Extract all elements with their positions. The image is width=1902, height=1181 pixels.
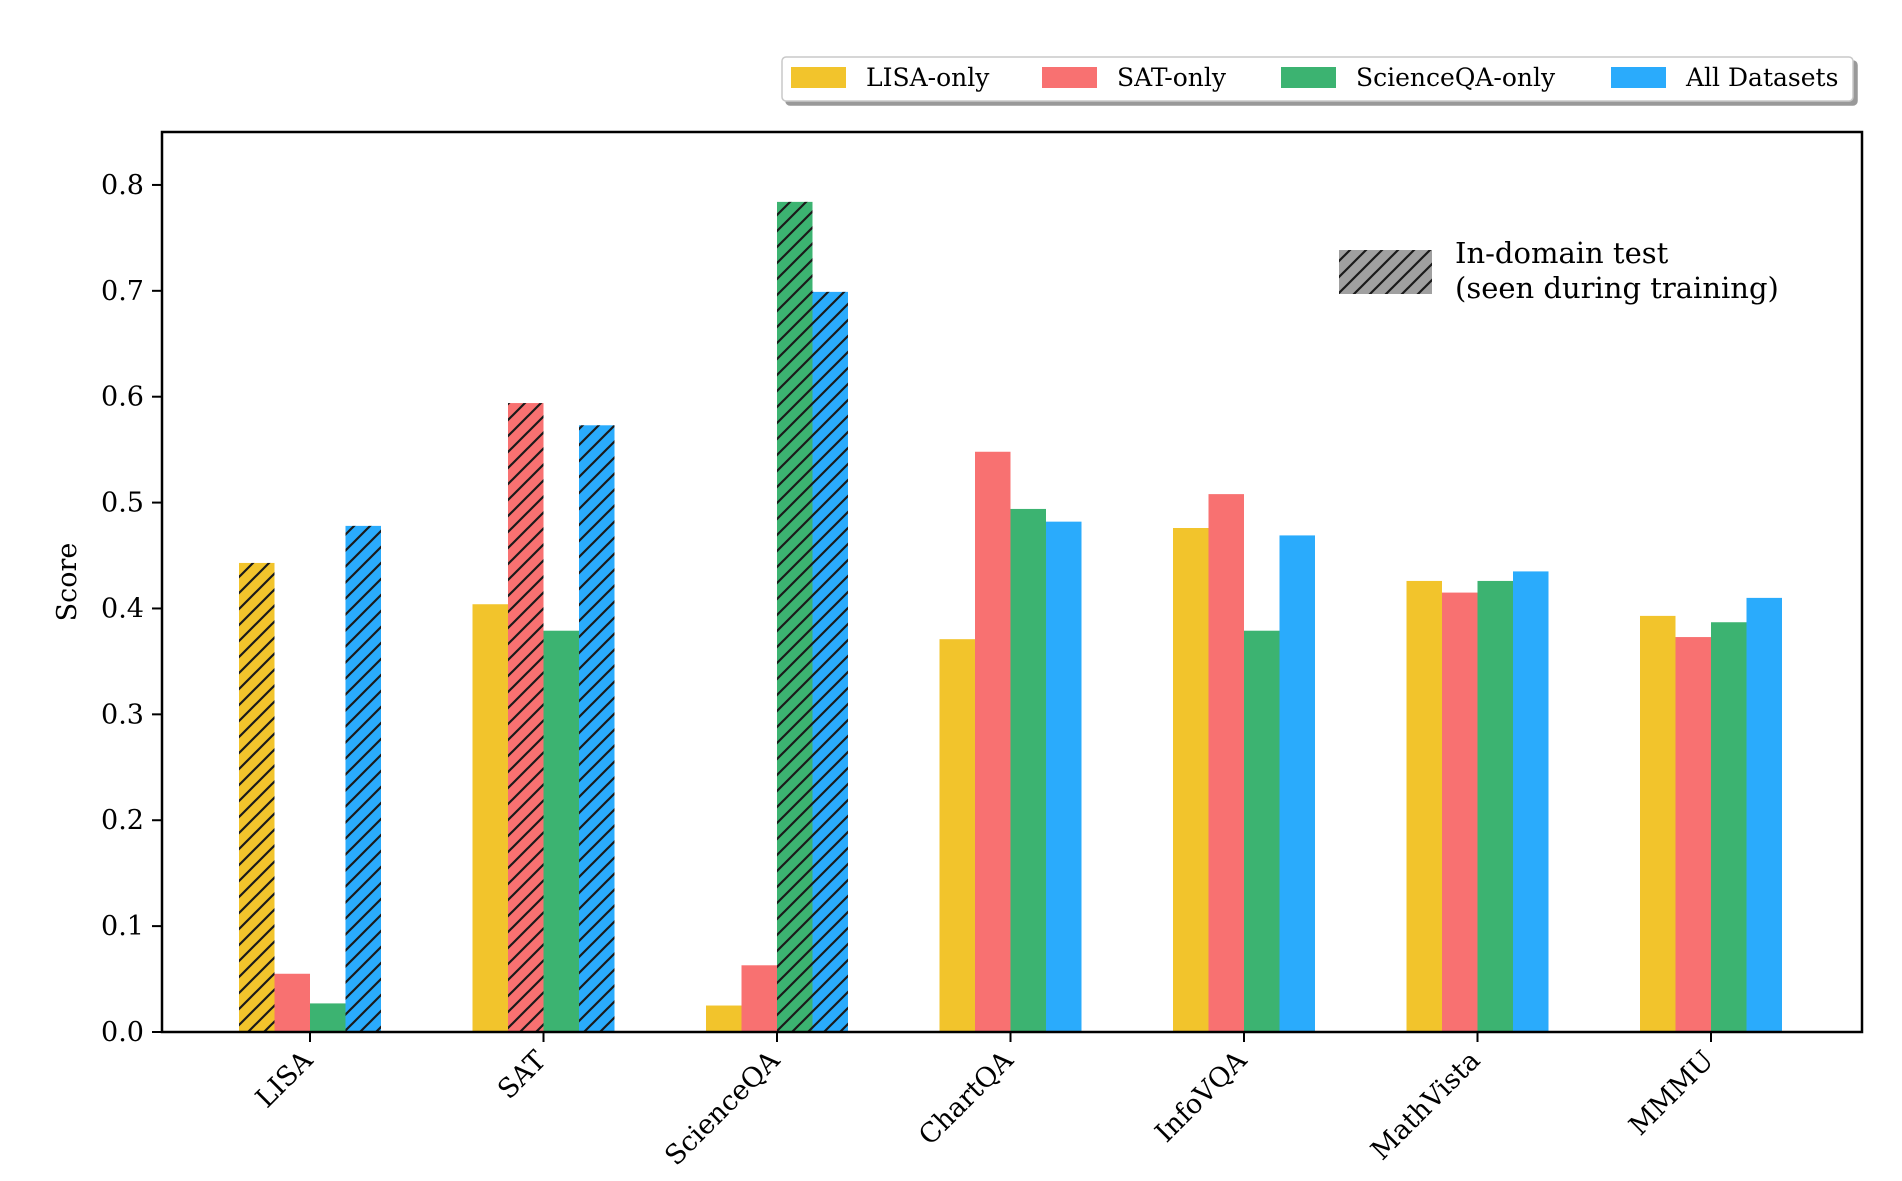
y-tick-label: 0.4	[101, 593, 144, 624]
legend-label-sat-only: SAT-only	[1117, 63, 1227, 92]
x-tick-label-sat: SAT	[492, 1045, 552, 1105]
bar-lisa-only-chartqa	[939, 639, 975, 1032]
bar-lisa-only-mathvista	[1406, 580, 1442, 1032]
legend-label-scienceqa-only: ScienceQA-only	[1356, 63, 1556, 92]
bar-lisa-only-sat	[472, 604, 508, 1032]
y-tick-label: 0.1	[101, 911, 144, 942]
legend-label-all-datasets: All Datasets	[1685, 63, 1838, 92]
bar-scienceqa-only-chartqa	[1010, 508, 1046, 1032]
legend-swatch-lisa-only	[791, 67, 846, 88]
x-tick-label-mathvista: MathVista	[1365, 1045, 1486, 1166]
y-axis: 0.0 0.1 0.2 0.3 0.4 0.5 0.6 0.7 0.8	[101, 170, 162, 1048]
x-axis: LISA SAT ScienceQA ChartQA InfoVQA MathVista M…	[250, 1032, 1720, 1172]
bars-group	[239, 201, 1782, 1032]
x-tick-label-mmmu: MMMU	[1623, 1045, 1720, 1142]
bar-sat-only-mathvista	[1442, 592, 1478, 1032]
bar-hatch-lisa-only-lisa	[239, 562, 275, 1032]
bar-hatch-scienceqa-only-scienceqa	[777, 201, 813, 1032]
y-tick-label: 0.2	[101, 805, 144, 836]
bar-all-datasets-chartqa	[1046, 521, 1082, 1032]
in-domain-label-line2: (seen during training)	[1455, 271, 1779, 305]
bar-scienceqa-only-lisa	[310, 1003, 346, 1032]
x-tick-label-chartqa: ChartQA	[913, 1045, 1020, 1152]
legend-swatch-sat-only	[1042, 67, 1097, 88]
bar-sat-only-mmmu	[1675, 637, 1711, 1032]
bar-sat-only-chartqa	[975, 451, 1011, 1032]
bar-hatch-all-datasets-lisa	[345, 525, 381, 1032]
bar-hatch-sat-only-sat	[508, 403, 544, 1032]
bar-hatch-all-datasets-sat	[579, 425, 615, 1032]
y-tick-label: 0.6	[101, 382, 144, 413]
bar-all-datasets-infovqa	[1279, 535, 1315, 1032]
plot-frame	[160, 130, 1864, 1034]
bar-scienceqa-only-infovqa	[1244, 630, 1280, 1032]
x-tick-label-infovqa: InfoVQA	[1149, 1045, 1253, 1149]
legend-swatch-scienceqa-only	[1281, 67, 1336, 88]
in-domain-swatch-hatch	[1339, 250, 1432, 294]
bar-scienceqa-only-mathvista	[1477, 580, 1513, 1032]
y-tick-label: 0.0	[101, 1017, 144, 1048]
legend-swatch-all-datasets	[1611, 67, 1666, 88]
y-tick-label: 0.5	[101, 488, 144, 519]
in-domain-annotation: In-domain test (seen during training)	[1339, 236, 1779, 305]
legend-label-lisa-only: LISA-only	[866, 63, 990, 92]
bar-lisa-only-infovqa	[1173, 528, 1209, 1032]
y-axis-title: Score	[52, 543, 83, 622]
y-tick-label: 0.3	[101, 699, 144, 730]
bar-sat-only-infovqa	[1208, 494, 1244, 1032]
in-domain-label-line1: In-domain test	[1455, 236, 1669, 270]
y-tick-label: 0.7	[101, 276, 144, 307]
x-tick-label-scienceqa: ScienceQA	[659, 1045, 786, 1172]
bar-sat-only-lisa	[274, 973, 310, 1032]
legend: LISA-only SAT-only ScienceQA-only All Datas…	[781, 56, 1854, 102]
x-tick-label-lisa: LISA	[250, 1045, 319, 1114]
y-tick-label: 0.8	[101, 170, 144, 201]
bar-lisa-only-mmmu	[1640, 615, 1676, 1032]
bar-scienceqa-only-sat	[543, 630, 579, 1032]
bar-all-datasets-mathvista	[1513, 571, 1549, 1032]
bar-scienceqa-only-mmmu	[1711, 622, 1747, 1032]
bar-lisa-only-scienceqa	[706, 1005, 742, 1032]
bar-sat-only-scienceqa	[741, 965, 777, 1032]
bar-all-datasets-mmmu	[1746, 597, 1782, 1032]
bar-hatch-all-datasets-scienceqa	[812, 291, 848, 1032]
